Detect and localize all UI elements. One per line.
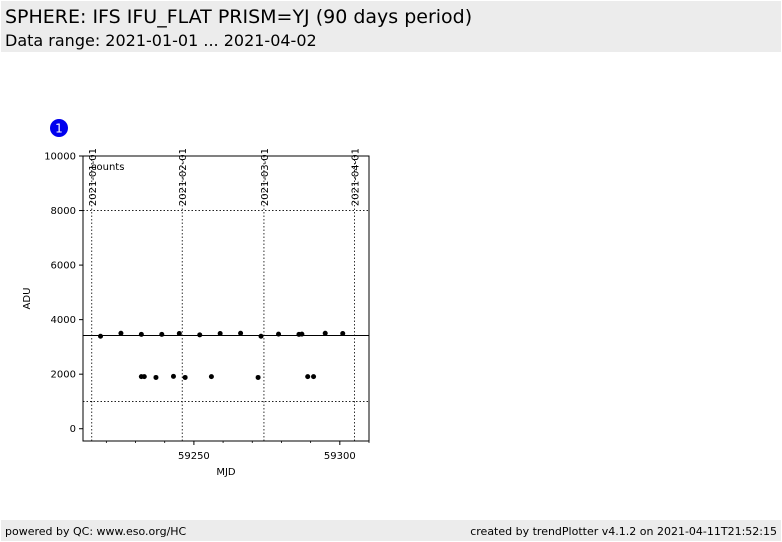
date-marker-label: 2021-03-01	[260, 148, 271, 206]
y-tick-label: 6000	[51, 261, 76, 272]
x-axis-label: MJD	[216, 467, 236, 478]
data-point	[182, 374, 188, 380]
data-point	[299, 331, 305, 337]
data-range-subtitle: Data range: 2021-01-01 ... 2021-04-02	[5, 31, 317, 50]
data-point	[276, 331, 282, 337]
data-point	[98, 333, 104, 339]
data-point	[258, 333, 264, 339]
data-point	[138, 331, 144, 337]
data-point	[322, 330, 328, 336]
page-title: SPHERE: IFS IFU_FLAT PRISM=YJ (90 days p…	[5, 6, 473, 28]
x-tick-label: 59300	[324, 451, 356, 462]
date-marker-label: 2021-02-01	[178, 148, 189, 206]
panel-badge-label[interactable]: 1	[55, 122, 63, 136]
data-point	[208, 374, 214, 380]
panel-badge[interactable]: 1	[50, 119, 68, 137]
data-point	[141, 374, 147, 380]
data-point	[255, 374, 261, 380]
data-point	[153, 374, 159, 380]
y-tick-label: 10000	[44, 152, 76, 163]
data-point	[118, 330, 124, 336]
footer-created-by: created by trendPlotter v4.1.2 on 2021-0…	[470, 525, 777, 538]
footer-bar: powered by QC: www.eso.org/HC created by…	[1, 520, 781, 541]
data-point	[238, 330, 244, 336]
data-point	[170, 373, 176, 379]
x-tick-label: 59250	[178, 451, 210, 462]
panel-badge-circle[interactable]	[50, 119, 68, 137]
data-point	[159, 331, 165, 337]
data-point	[176, 331, 182, 337]
date-marker-label: 2021-04-01	[350, 148, 361, 206]
counts-annotation: counts	[91, 162, 124, 173]
y-axis-label: ADU	[22, 288, 33, 310]
y-tick-label: 2000	[51, 370, 76, 381]
date-marker-label: 2021-01-01	[88, 148, 99, 206]
header-bar: SPHERE: IFS IFU_FLAT PRISM=YJ (90 days p…	[1, 1, 781, 52]
y-tick-label: 8000	[51, 206, 76, 217]
data-point	[305, 374, 311, 380]
data-point	[217, 331, 223, 337]
plot-frame	[82, 155, 370, 442]
footer-powered-by: powered by QC: www.eso.org/HC	[5, 525, 187, 538]
data-point	[197, 332, 203, 338]
y-tick-label: 4000	[51, 315, 76, 326]
data-point	[340, 331, 346, 337]
y-tick-label: 0	[70, 424, 76, 435]
data-point	[311, 374, 317, 380]
